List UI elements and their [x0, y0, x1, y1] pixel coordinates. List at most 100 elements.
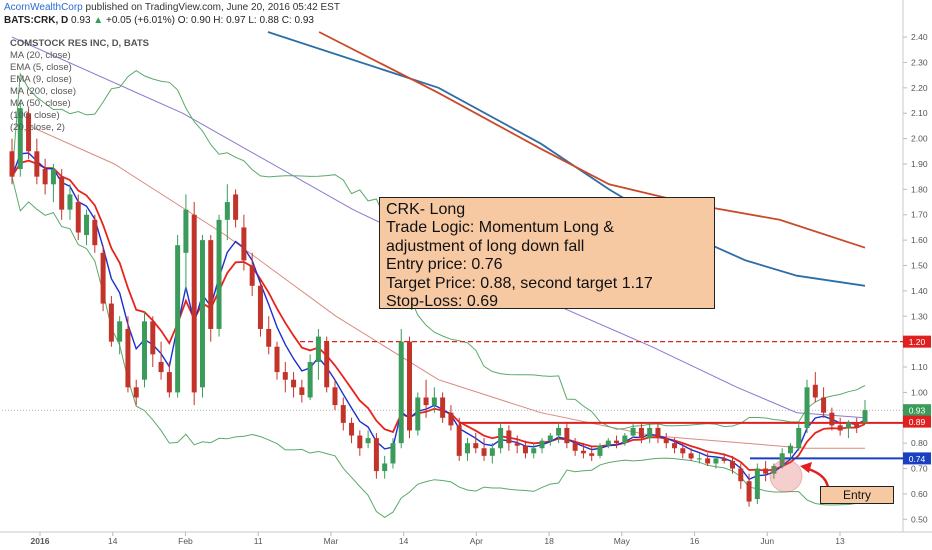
candle — [407, 336, 413, 439]
legend-item[interactable]: MA (50, close) — [10, 98, 71, 109]
candle-body — [340, 405, 346, 423]
candle-body — [729, 460, 735, 469]
candle-body — [779, 453, 785, 467]
candle — [315, 328, 321, 380]
candle — [489, 443, 495, 464]
candle — [622, 433, 628, 446]
candle — [506, 425, 512, 451]
candle — [175, 235, 181, 398]
candle-body — [638, 427, 644, 439]
indicator-legend: COMSTOCK RES INC, D, BATS MA (20, close)… — [10, 38, 149, 134]
candle — [75, 194, 81, 241]
annotation-line: adjustment of long down fall — [386, 237, 585, 255]
legend-item[interactable]: EMA (5, close) — [10, 62, 72, 73]
published-text: published on TradingView.com, June 20, 2… — [85, 2, 340, 13]
candle — [498, 422, 504, 454]
legend-item[interactable]: MA (200, close) — [10, 86, 76, 97]
candle-body — [92, 219, 98, 246]
candle-body — [672, 443, 678, 449]
entry-label[interactable]: Entry — [820, 486, 894, 504]
candle — [431, 387, 437, 413]
publisher-name[interactable]: AcornWealthCorp — [4, 2, 83, 13]
time-tick-label: 11 — [254, 536, 263, 546]
annotation-line: Trade Logic: Momentum Long & — [386, 219, 614, 237]
time-tick-label: May — [614, 536, 631, 546]
candle — [721, 453, 727, 464]
candle-body — [75, 202, 81, 233]
price-tick-label: 1.40 — [911, 286, 928, 296]
price-label-badge — [903, 452, 931, 465]
candle-body — [50, 169, 56, 185]
candle — [787, 443, 793, 459]
candle-body — [191, 214, 197, 393]
candle-body — [721, 458, 727, 461]
price-tick-label: 0.80 — [911, 438, 928, 448]
candle — [125, 316, 131, 393]
symbol-name[interactable]: BATS:CRK, D — [4, 15, 69, 26]
candle-body — [746, 481, 752, 502]
candle-body — [589, 453, 595, 456]
legend-item[interactable]: MA (20, close) — [10, 50, 71, 61]
candle — [522, 440, 528, 459]
candle-body — [365, 438, 371, 444]
candle — [199, 235, 205, 398]
candle-body — [597, 445, 603, 456]
candle — [763, 460, 769, 482]
candle — [208, 235, 214, 342]
last-price: 0.93 — [71, 15, 91, 26]
candle — [67, 184, 73, 220]
candle — [854, 417, 860, 434]
candle — [564, 422, 570, 449]
candle-body — [630, 427, 636, 436]
time-tick-label: Feb — [178, 536, 193, 546]
trade-annotation-box[interactable]: CRK- Long Trade Logic: Momentum Long & a… — [379, 197, 715, 310]
time-axis[interactable]: 2016 14 Feb 11 Mar 14 Apr 18 May 16 Jun 13 — [0, 531, 932, 546]
candle-body — [233, 194, 239, 220]
candle — [26, 108, 32, 159]
candle-body — [42, 169, 48, 185]
candle-body — [26, 113, 32, 152]
candle — [108, 295, 114, 347]
candle — [539, 438, 545, 454]
price-tick-label: 2.10 — [911, 108, 928, 118]
candle — [829, 407, 835, 431]
legend-item[interactable]: (100, close) — [10, 110, 60, 121]
candle-body — [688, 453, 694, 459]
candle — [299, 379, 305, 403]
candle-body — [845, 422, 851, 428]
candle — [779, 448, 785, 469]
price-tick-label: 1.50 — [911, 261, 928, 271]
legend-item[interactable]: EMA (9, close) — [10, 74, 72, 85]
candle-body — [622, 435, 628, 444]
candle-body — [407, 341, 413, 431]
candle-body — [696, 458, 702, 460]
candle-body — [514, 443, 520, 446]
candle-body — [117, 321, 123, 342]
candle — [713, 455, 719, 469]
candle — [390, 438, 396, 469]
candle-body — [59, 176, 65, 210]
candle — [729, 455, 735, 474]
candle — [365, 430, 371, 449]
candle-body — [821, 397, 827, 413]
candle — [382, 455, 388, 479]
time-tick-label: 13 — [835, 536, 845, 546]
candle-body — [390, 443, 396, 464]
candle-body — [257, 285, 263, 329]
candle — [133, 379, 139, 406]
candle-body — [349, 422, 355, 436]
candle-body — [175, 245, 181, 393]
legend-item[interactable]: (20, close, 2) — [10, 122, 65, 133]
price-label-text: 0.93 — [909, 406, 926, 416]
candle-body — [158, 361, 164, 373]
candle-body — [382, 463, 388, 472]
annotation-line: Target Price: 0.88, second target 1.17 — [386, 274, 653, 292]
candle-body — [208, 240, 214, 329]
candle-body — [854, 422, 860, 428]
candle-body — [100, 252, 106, 304]
candle — [332, 379, 338, 411]
candle-body — [837, 425, 843, 431]
candle-body — [266, 328, 272, 347]
candle — [440, 392, 446, 423]
price-label-badge — [903, 335, 931, 348]
